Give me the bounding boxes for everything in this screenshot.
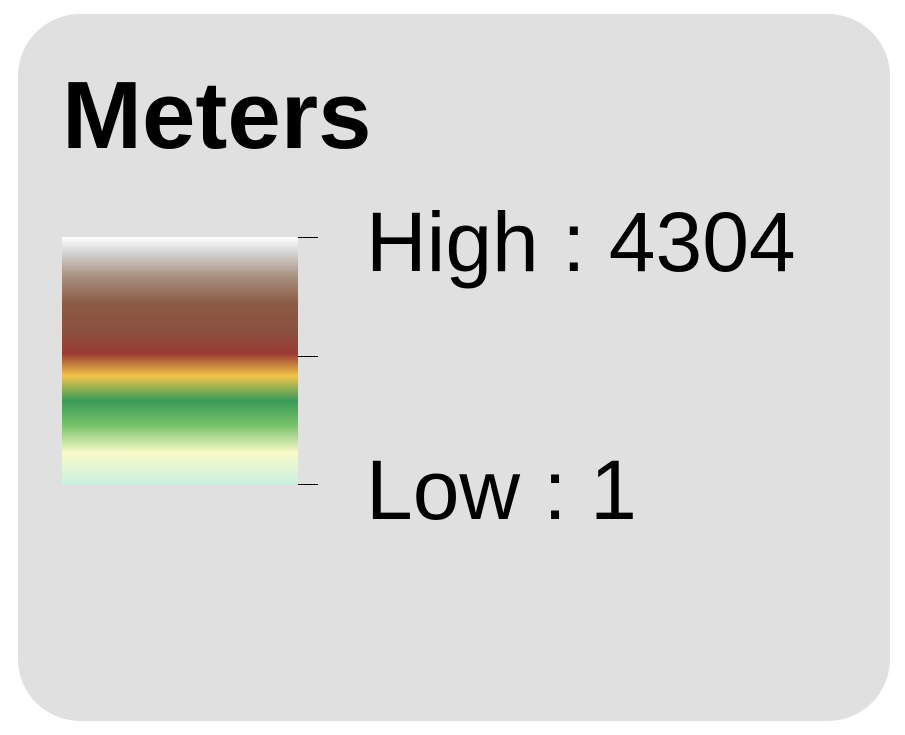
color-ramp-fill — [62, 237, 298, 485]
legend-title: Meters — [62, 62, 372, 169]
tick-high — [298, 237, 318, 238]
low-value-label: Low : 1 — [366, 443, 637, 537]
elevation-color-ramp — [62, 237, 298, 485]
high-value-label: High : 4304 — [366, 195, 796, 289]
tick-mid — [298, 356, 318, 357]
tick-low — [298, 484, 318, 485]
